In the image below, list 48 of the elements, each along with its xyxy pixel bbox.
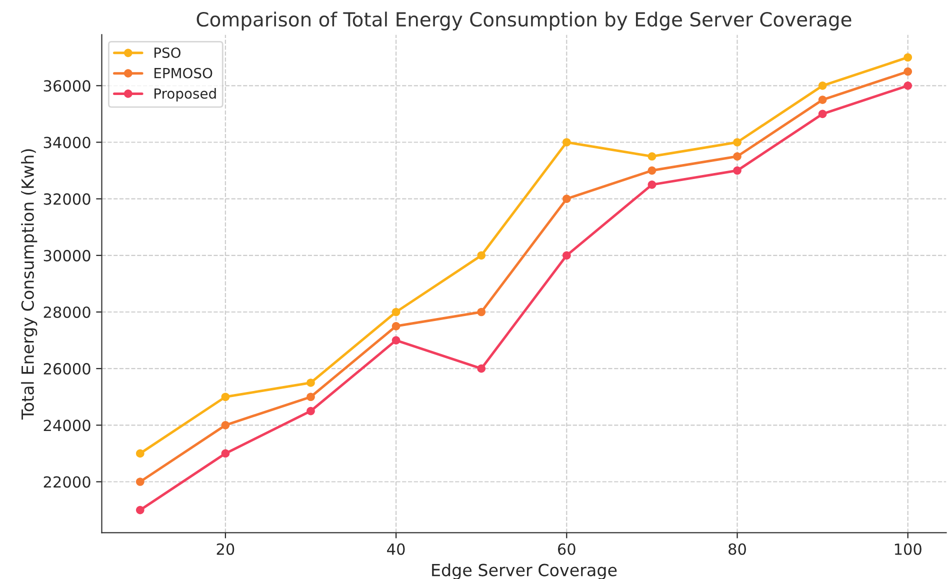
legend-label: EPMOSO	[154, 68, 212, 78]
point	[477, 308, 486, 316]
point	[562, 251, 571, 260]
point	[818, 110, 827, 118]
y-tick-label: 26000	[44, 363, 90, 375]
point	[733, 152, 742, 161]
y-tick-label: 36000	[44, 80, 90, 92]
point	[904, 67, 912, 76]
point	[818, 96, 827, 104]
x-tick-label: 40	[387, 543, 405, 555]
x-tick-label: 100	[894, 543, 922, 555]
point	[818, 82, 827, 90]
point	[562, 138, 571, 146]
x-tick-label: 20	[216, 543, 234, 555]
point	[221, 421, 230, 430]
point	[904, 53, 912, 62]
point	[306, 378, 315, 387]
point	[562, 194, 571, 203]
y-tick-label: 32000	[44, 193, 90, 205]
y-tick-label: 28000	[44, 306, 90, 318]
point	[648, 152, 656, 161]
y-tick-label: 24000	[44, 420, 90, 432]
point	[648, 166, 656, 175]
point	[392, 336, 400, 344]
x-tick-label: 60	[558, 543, 576, 555]
legend-label: PSO	[154, 47, 180, 58]
point	[477, 364, 486, 373]
point	[477, 251, 486, 260]
point	[221, 449, 230, 458]
point	[221, 392, 230, 402]
point	[733, 138, 742, 146]
y-tick-label: 22000	[44, 476, 90, 488]
point	[136, 449, 144, 458]
y-tick-label: 34000	[44, 136, 90, 148]
point	[392, 308, 400, 316]
legend-label: Proposed	[154, 88, 216, 102]
x-tick-label: 80	[728, 543, 746, 555]
point	[306, 392, 315, 402]
point	[648, 180, 656, 189]
y-axis-title: Total Energy Consumption (Kwh)	[21, 149, 38, 420]
y-tick-label: 30000	[44, 250, 90, 262]
point	[136, 478, 144, 486]
point	[306, 406, 315, 416]
point	[392, 322, 400, 330]
point	[904, 82, 912, 90]
point	[733, 166, 742, 175]
point	[136, 506, 144, 514]
chart-title: Comparison of Total Energy Consumption by Edge Server Coverage	[196, 12, 852, 30]
